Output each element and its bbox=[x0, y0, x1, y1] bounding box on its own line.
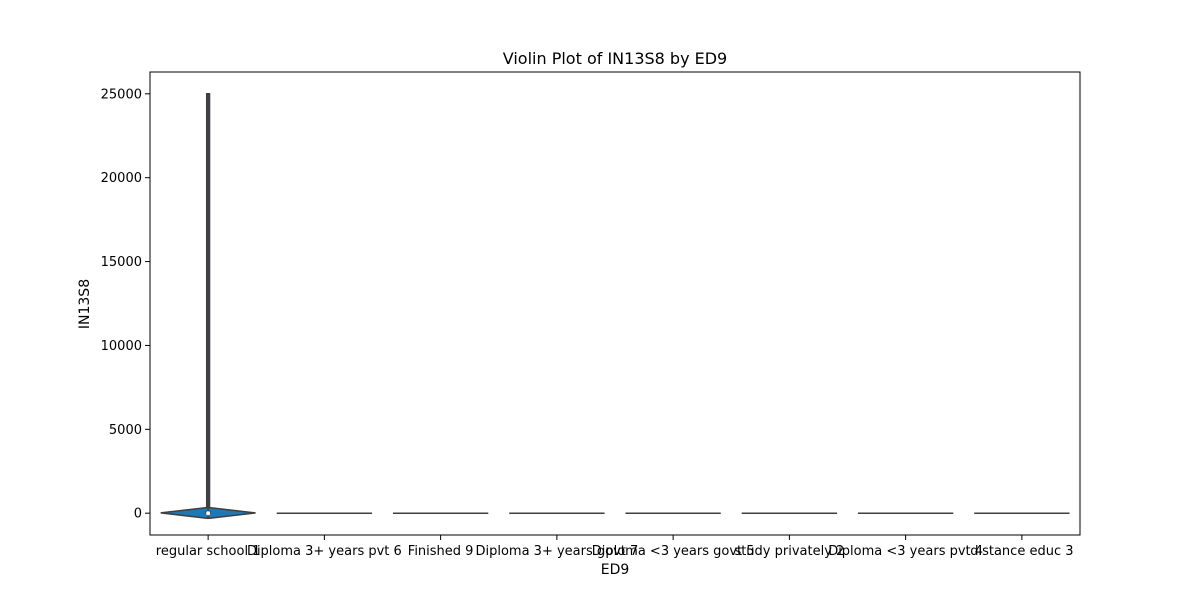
chart-title: Violin Plot of IN13S8 by ED9 bbox=[503, 49, 727, 68]
plot-frame bbox=[149, 71, 1081, 536]
x-tick-label: distance educ 3 bbox=[970, 544, 1073, 559]
x-tick-label: study privately 2 bbox=[734, 544, 844, 559]
violin-median bbox=[206, 511, 211, 516]
x-axis-label: ED9 bbox=[601, 562, 630, 578]
y-tick-label: 5000 bbox=[109, 423, 142, 438]
y-tick-label: 15000 bbox=[101, 255, 142, 270]
y-axis-label: IN13S8 bbox=[77, 279, 93, 329]
x-tick-label: Diploma <3 years pvt 4 bbox=[828, 544, 983, 559]
y-tick-label: 10000 bbox=[101, 339, 142, 354]
x-tick-label: Diploma 3+ years govt 7 bbox=[475, 544, 638, 559]
plot-area: 0 5000 10000 15000 20000 25000 regular school … bbox=[101, 71, 1081, 559]
x-tick-label: Diploma <3 years govt 5 bbox=[592, 544, 755, 559]
y-tick-label: 25000 bbox=[101, 87, 142, 102]
y-tick-label: 0 bbox=[134, 507, 142, 522]
x-tick-label: Diploma 3+ years pvt 6 bbox=[247, 544, 402, 559]
x-tick-label: regular school 1 bbox=[156, 544, 261, 559]
x-tick-label: Finished 9 bbox=[408, 544, 474, 559]
y-tick-label: 20000 bbox=[101, 171, 142, 186]
